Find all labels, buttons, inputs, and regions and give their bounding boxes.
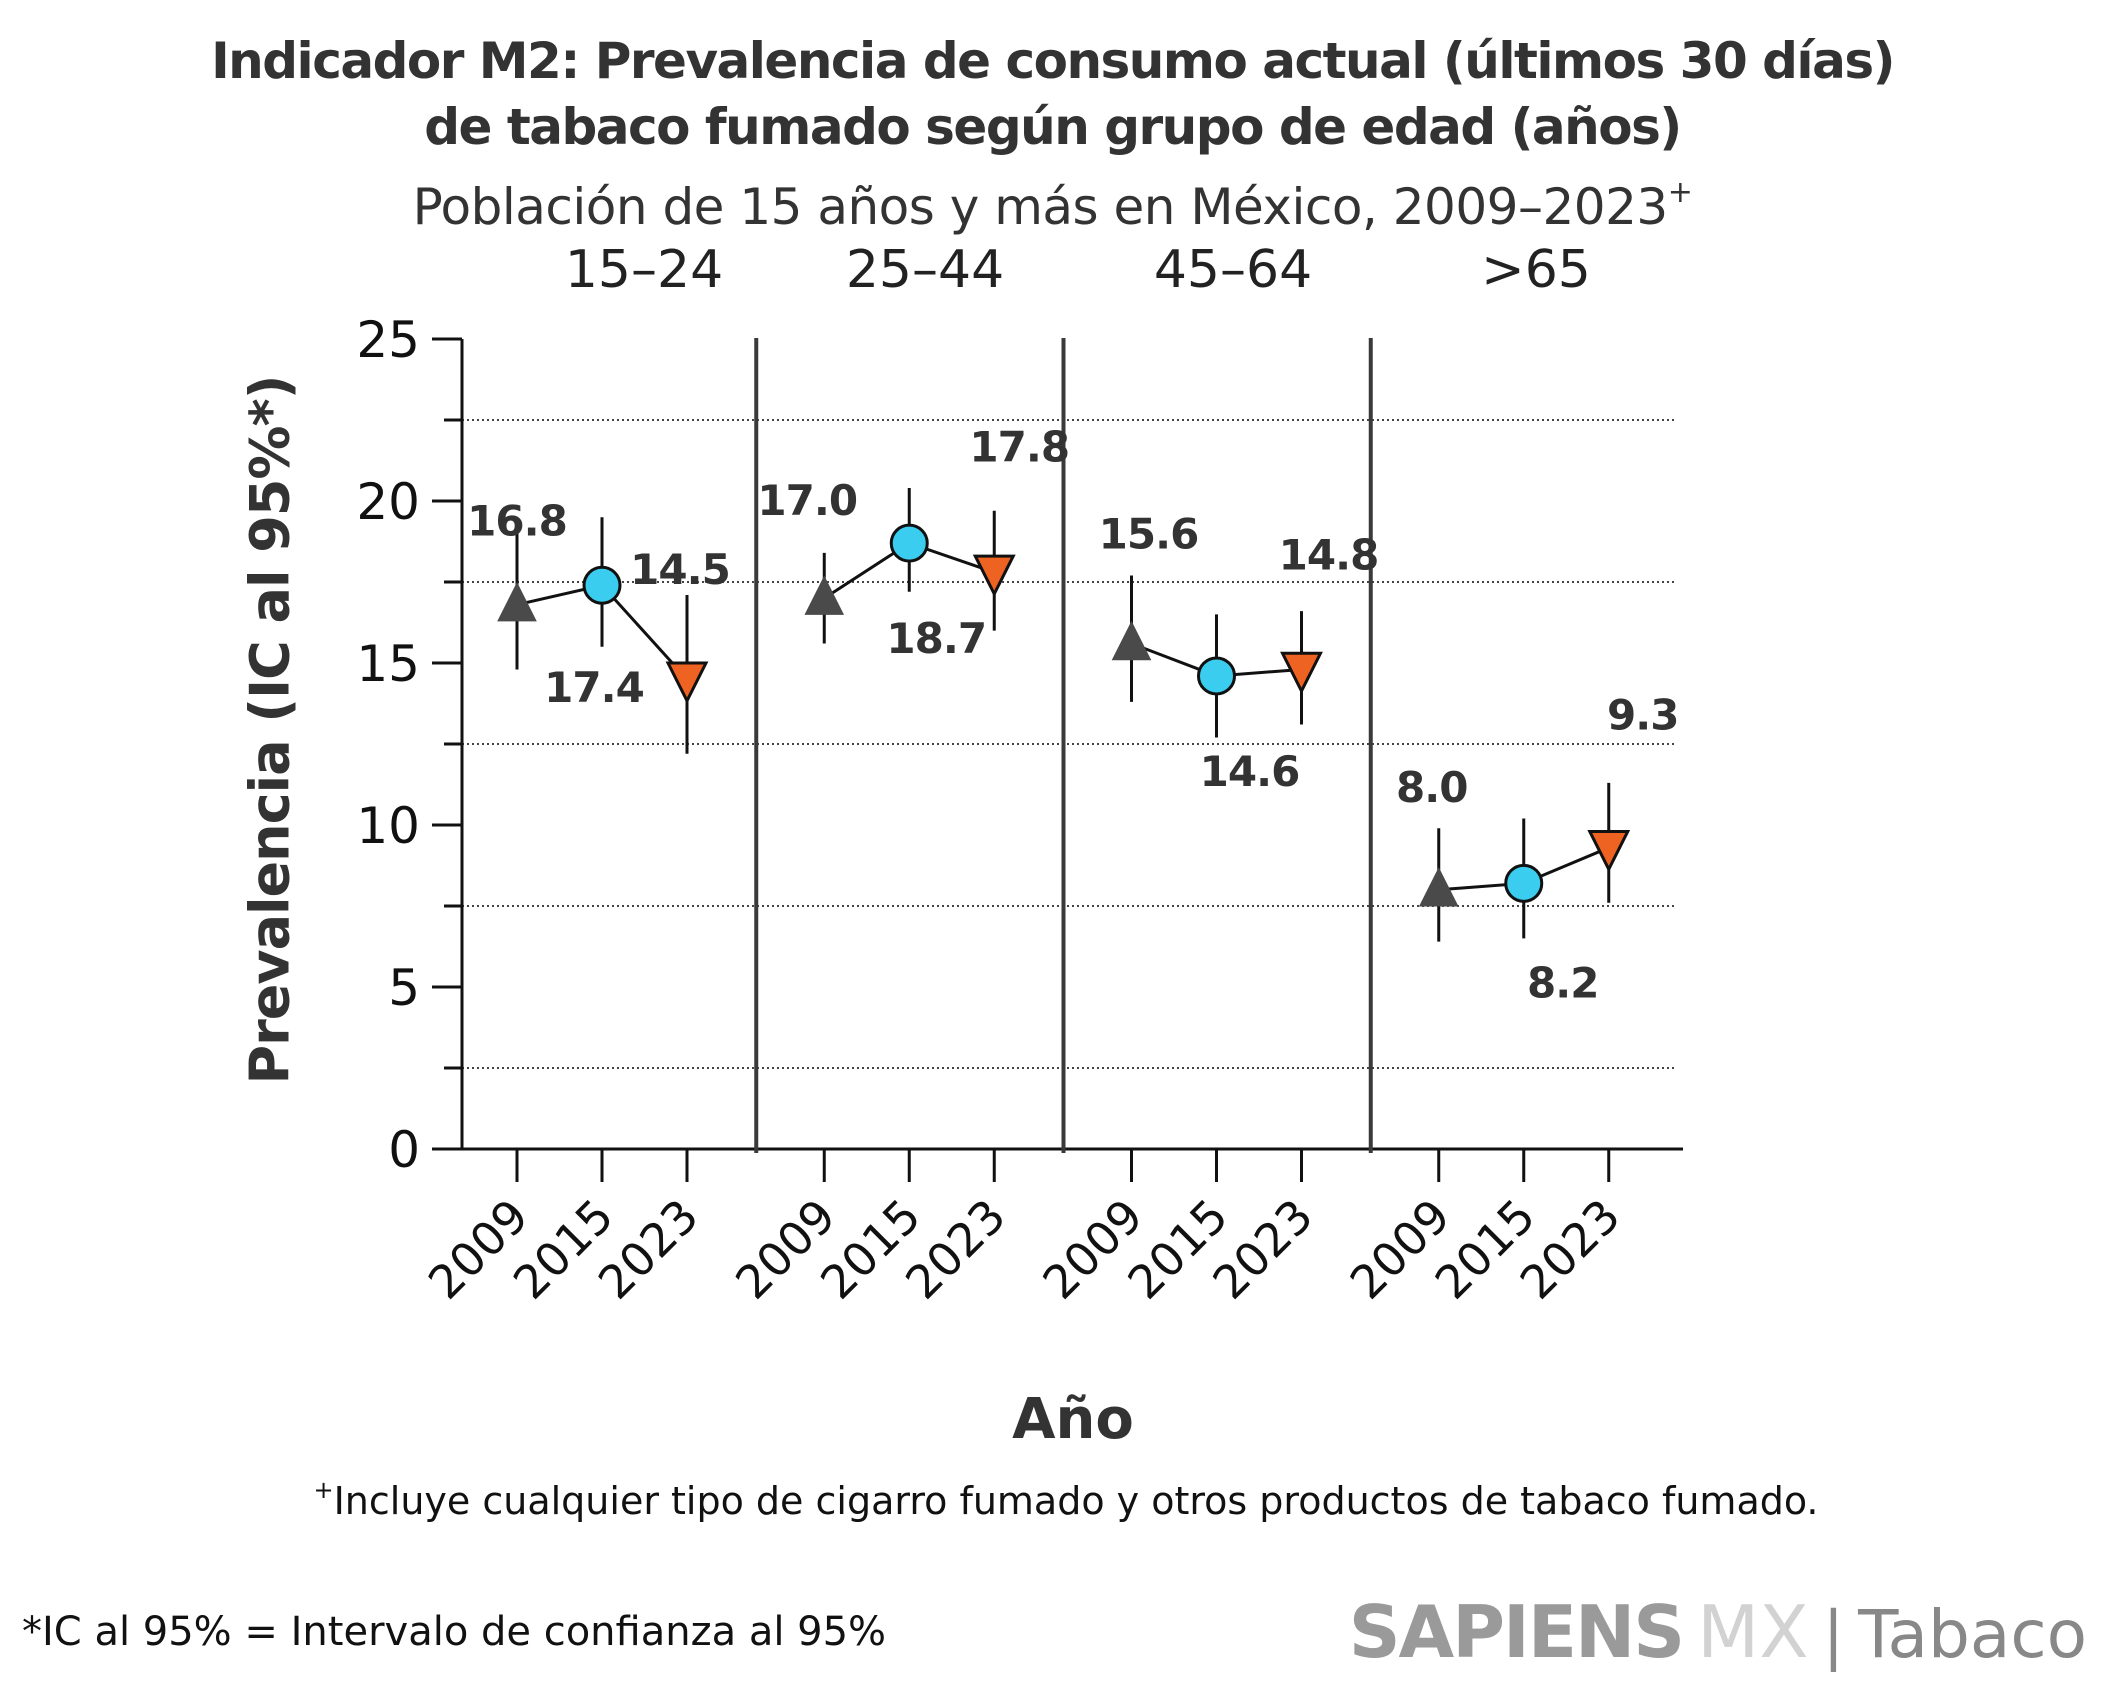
data-label: 17.0 xyxy=(757,476,857,525)
data-labels: 16.8 17.4 14.5 17.0 18.7 17.8 15.6 14.6 14.8 8.0 8… xyxy=(467,422,1679,1007)
x-tick-label: 2015 xyxy=(1117,1189,1238,1310)
data-label: 14.8 xyxy=(1279,530,1379,579)
subtitle-text: Población de 15 años y más en México, 20… xyxy=(412,178,1669,236)
logo-brand: SAPIENS xyxy=(1348,1590,1685,1674)
footnote-ci: *IC al 95% = Intervalo de confianza al 9… xyxy=(22,1609,887,1655)
marker-triangle-down xyxy=(665,661,709,705)
marker-triangle-up xyxy=(1111,620,1152,661)
logo-mx: MX xyxy=(1697,1590,1809,1674)
x-tick-label: 2023 xyxy=(1202,1189,1323,1310)
marker-triangle-up xyxy=(497,581,537,622)
y-tick-label: 15 xyxy=(356,635,420,693)
x-tick-label: 2023 xyxy=(895,1189,1016,1310)
x-tick-label: 2023 xyxy=(588,1189,709,1310)
marker-triangle-down xyxy=(1280,651,1323,695)
footnote-mark: + xyxy=(313,1476,334,1504)
data-label: 17.4 xyxy=(544,663,644,712)
logo-separator: | xyxy=(1822,1599,1845,1673)
logo-section: Tabaco xyxy=(1858,1596,2087,1673)
data-label: 16.8 xyxy=(467,497,567,546)
y-tick-label: 20 xyxy=(356,473,420,531)
x-tick-label: 2023 xyxy=(1510,1189,1631,1310)
footnote-products: +Incluye cualquier tipo de cigarro fumad… xyxy=(313,1478,1818,1520)
footnote-products-text: Incluye cualquier tipo de cigarro fumado… xyxy=(333,1479,1819,1523)
group-label-25-44: 25–44 xyxy=(845,240,1005,300)
chart-title-line1: Indicador M2: Prevalencia de consumo act… xyxy=(211,32,1895,90)
marker-triangle-up xyxy=(1418,867,1459,907)
x-tick-label: 2009 xyxy=(418,1189,539,1310)
x-axis-title: Año xyxy=(1012,1387,1134,1452)
x-tick-label: 2015 xyxy=(1425,1189,1546,1310)
data-label: 18.7 xyxy=(886,614,986,663)
x-tick-label: 2015 xyxy=(810,1189,931,1310)
marker-circle xyxy=(1197,656,1236,696)
group-label-45-64: 45–64 xyxy=(1153,240,1313,300)
y-tick-label: 5 xyxy=(388,959,420,1017)
data-label: 8.2 xyxy=(1527,958,1598,1007)
marker-circle xyxy=(1504,863,1544,903)
x-tick-label: 2009 xyxy=(1032,1189,1153,1310)
marker-triangle-down xyxy=(972,554,1016,598)
data-label: 14.5 xyxy=(630,545,730,594)
x-tick-label: 2009 xyxy=(1340,1189,1461,1310)
y-tick-label: 10 xyxy=(356,797,420,855)
group-label-65-plus: >65 xyxy=(1481,240,1591,300)
data-label: 14.6 xyxy=(1200,747,1300,796)
y-tick-label: 0 xyxy=(388,1121,420,1179)
data-label: 17.8 xyxy=(969,422,1069,471)
data-label: 15.6 xyxy=(1099,510,1199,559)
group-label-15-24: 15–24 xyxy=(564,240,724,300)
marker-triangle-up xyxy=(804,575,845,615)
gridlines xyxy=(462,419,1677,1069)
x-tick-label: 2015 xyxy=(503,1189,624,1310)
data-label: 9.3 xyxy=(1607,691,1678,740)
data-label: 8.0 xyxy=(1396,763,1467,812)
x-tick-label: 2009 xyxy=(725,1189,846,1310)
series xyxy=(497,488,1631,942)
marker-triangle-down xyxy=(1587,829,1631,873)
chart-title-line2: de tabaco fumado según grupo de edad (añ… xyxy=(424,98,1682,156)
brand-logo: SAPIENS MX | Tabaco xyxy=(1349,1596,2087,1668)
marker-circle xyxy=(582,565,622,605)
y-tick-label: 25 xyxy=(356,311,420,369)
chart-subtitle: Población de 15 años y más en México, 20… xyxy=(0,175,2105,233)
marker-circle xyxy=(889,523,929,563)
subtitle-footnote-mark: + xyxy=(1667,175,1693,210)
